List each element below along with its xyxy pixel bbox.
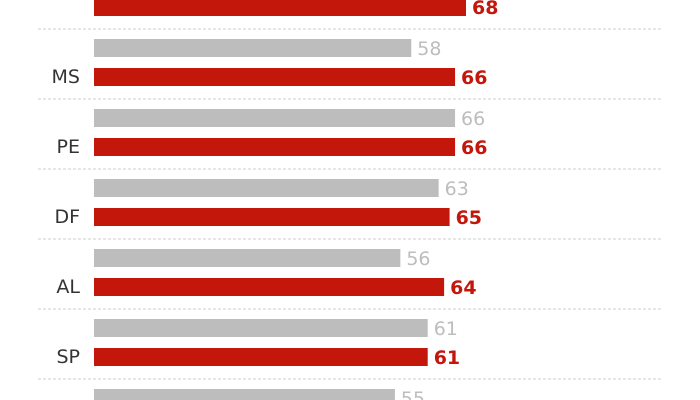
- bar-previous: [94, 389, 395, 400]
- bar-current: [94, 208, 450, 226]
- value-label-previous: 58: [417, 38, 441, 60]
- value-label-previous: 63: [445, 178, 469, 200]
- value-label-previous: 55: [401, 388, 425, 400]
- value-label-current: 61: [434, 347, 460, 369]
- value-label-current: 65: [456, 207, 482, 229]
- category-label: MS: [52, 66, 80, 88]
- value-label-current: 66: [461, 67, 487, 89]
- bar-previous: [94, 179, 439, 197]
- category-label: SP: [56, 346, 80, 368]
- bar-current: [94, 0, 466, 16]
- bar-current: [94, 68, 456, 86]
- bar-previous: [94, 249, 401, 267]
- value-label-previous: 61: [434, 318, 458, 340]
- bar-previous: [94, 39, 412, 57]
- category-label: DF: [54, 206, 80, 228]
- category-label: AL: [56, 276, 80, 298]
- category-label: PE: [57, 136, 80, 158]
- bar-current: [94, 138, 456, 156]
- bar-current: [94, 278, 445, 296]
- bar-previous: [94, 109, 456, 127]
- bar-previous: [94, 319, 428, 337]
- value-label-current: 64: [450, 277, 476, 299]
- value-label-current: 68: [472, 0, 498, 19]
- value-label-previous: 66: [461, 108, 485, 130]
- bar-current: [94, 348, 428, 366]
- value-label-current: 66: [461, 137, 487, 159]
- value-label-previous: 56: [406, 248, 430, 270]
